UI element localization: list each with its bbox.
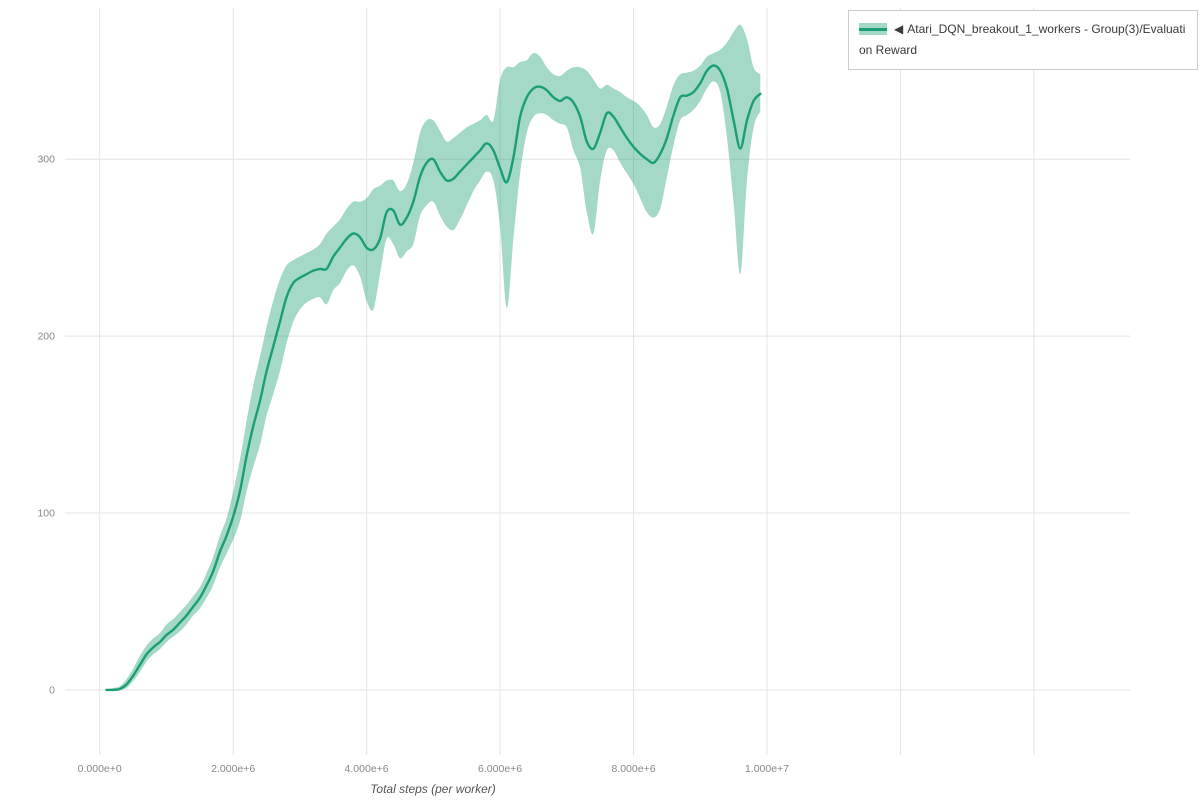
x-tick-label: 0.000e+0	[78, 763, 122, 775]
mean-reward-line	[105, 64, 762, 692]
series-band-swatch-icon	[859, 23, 887, 35]
x-tick-label: 2.000e+6	[211, 763, 255, 775]
legend-label: Atari_DQN_breakout_1_workers - Group(3)/…	[859, 22, 1186, 57]
y-tick-label: 100	[37, 508, 55, 520]
y-tick-label: 300	[37, 154, 55, 166]
legend-toggle-icon: ◀	[894, 22, 904, 36]
x-tick-label: 4.000e+6	[345, 763, 389, 775]
x-tick-label: 8.000e+6	[611, 763, 655, 775]
x-axis-title: Total steps (per worker)	[370, 782, 496, 796]
x-tick-label: 6.000e+6	[478, 763, 522, 775]
gridlines: 0 100 200 300 0.000e+0 2.000e+6 4.000e+6 6.000e…	[37, 8, 1130, 775]
confidence-band	[106, 24, 761, 691]
x-tick-label: 1.000e+7	[745, 763, 789, 775]
legend-item-series-0[interactable]: ◀ Atari_DQN_breakout_1_workers - Group(3)…	[859, 19, 1187, 61]
legend: ◀ Atari_DQN_breakout_1_workers - Group(3)…	[848, 10, 1198, 70]
y-tick-label: 200	[37, 331, 55, 343]
y-tick-label: 0	[49, 684, 55, 696]
series-line-swatch-icon	[859, 27, 887, 31]
